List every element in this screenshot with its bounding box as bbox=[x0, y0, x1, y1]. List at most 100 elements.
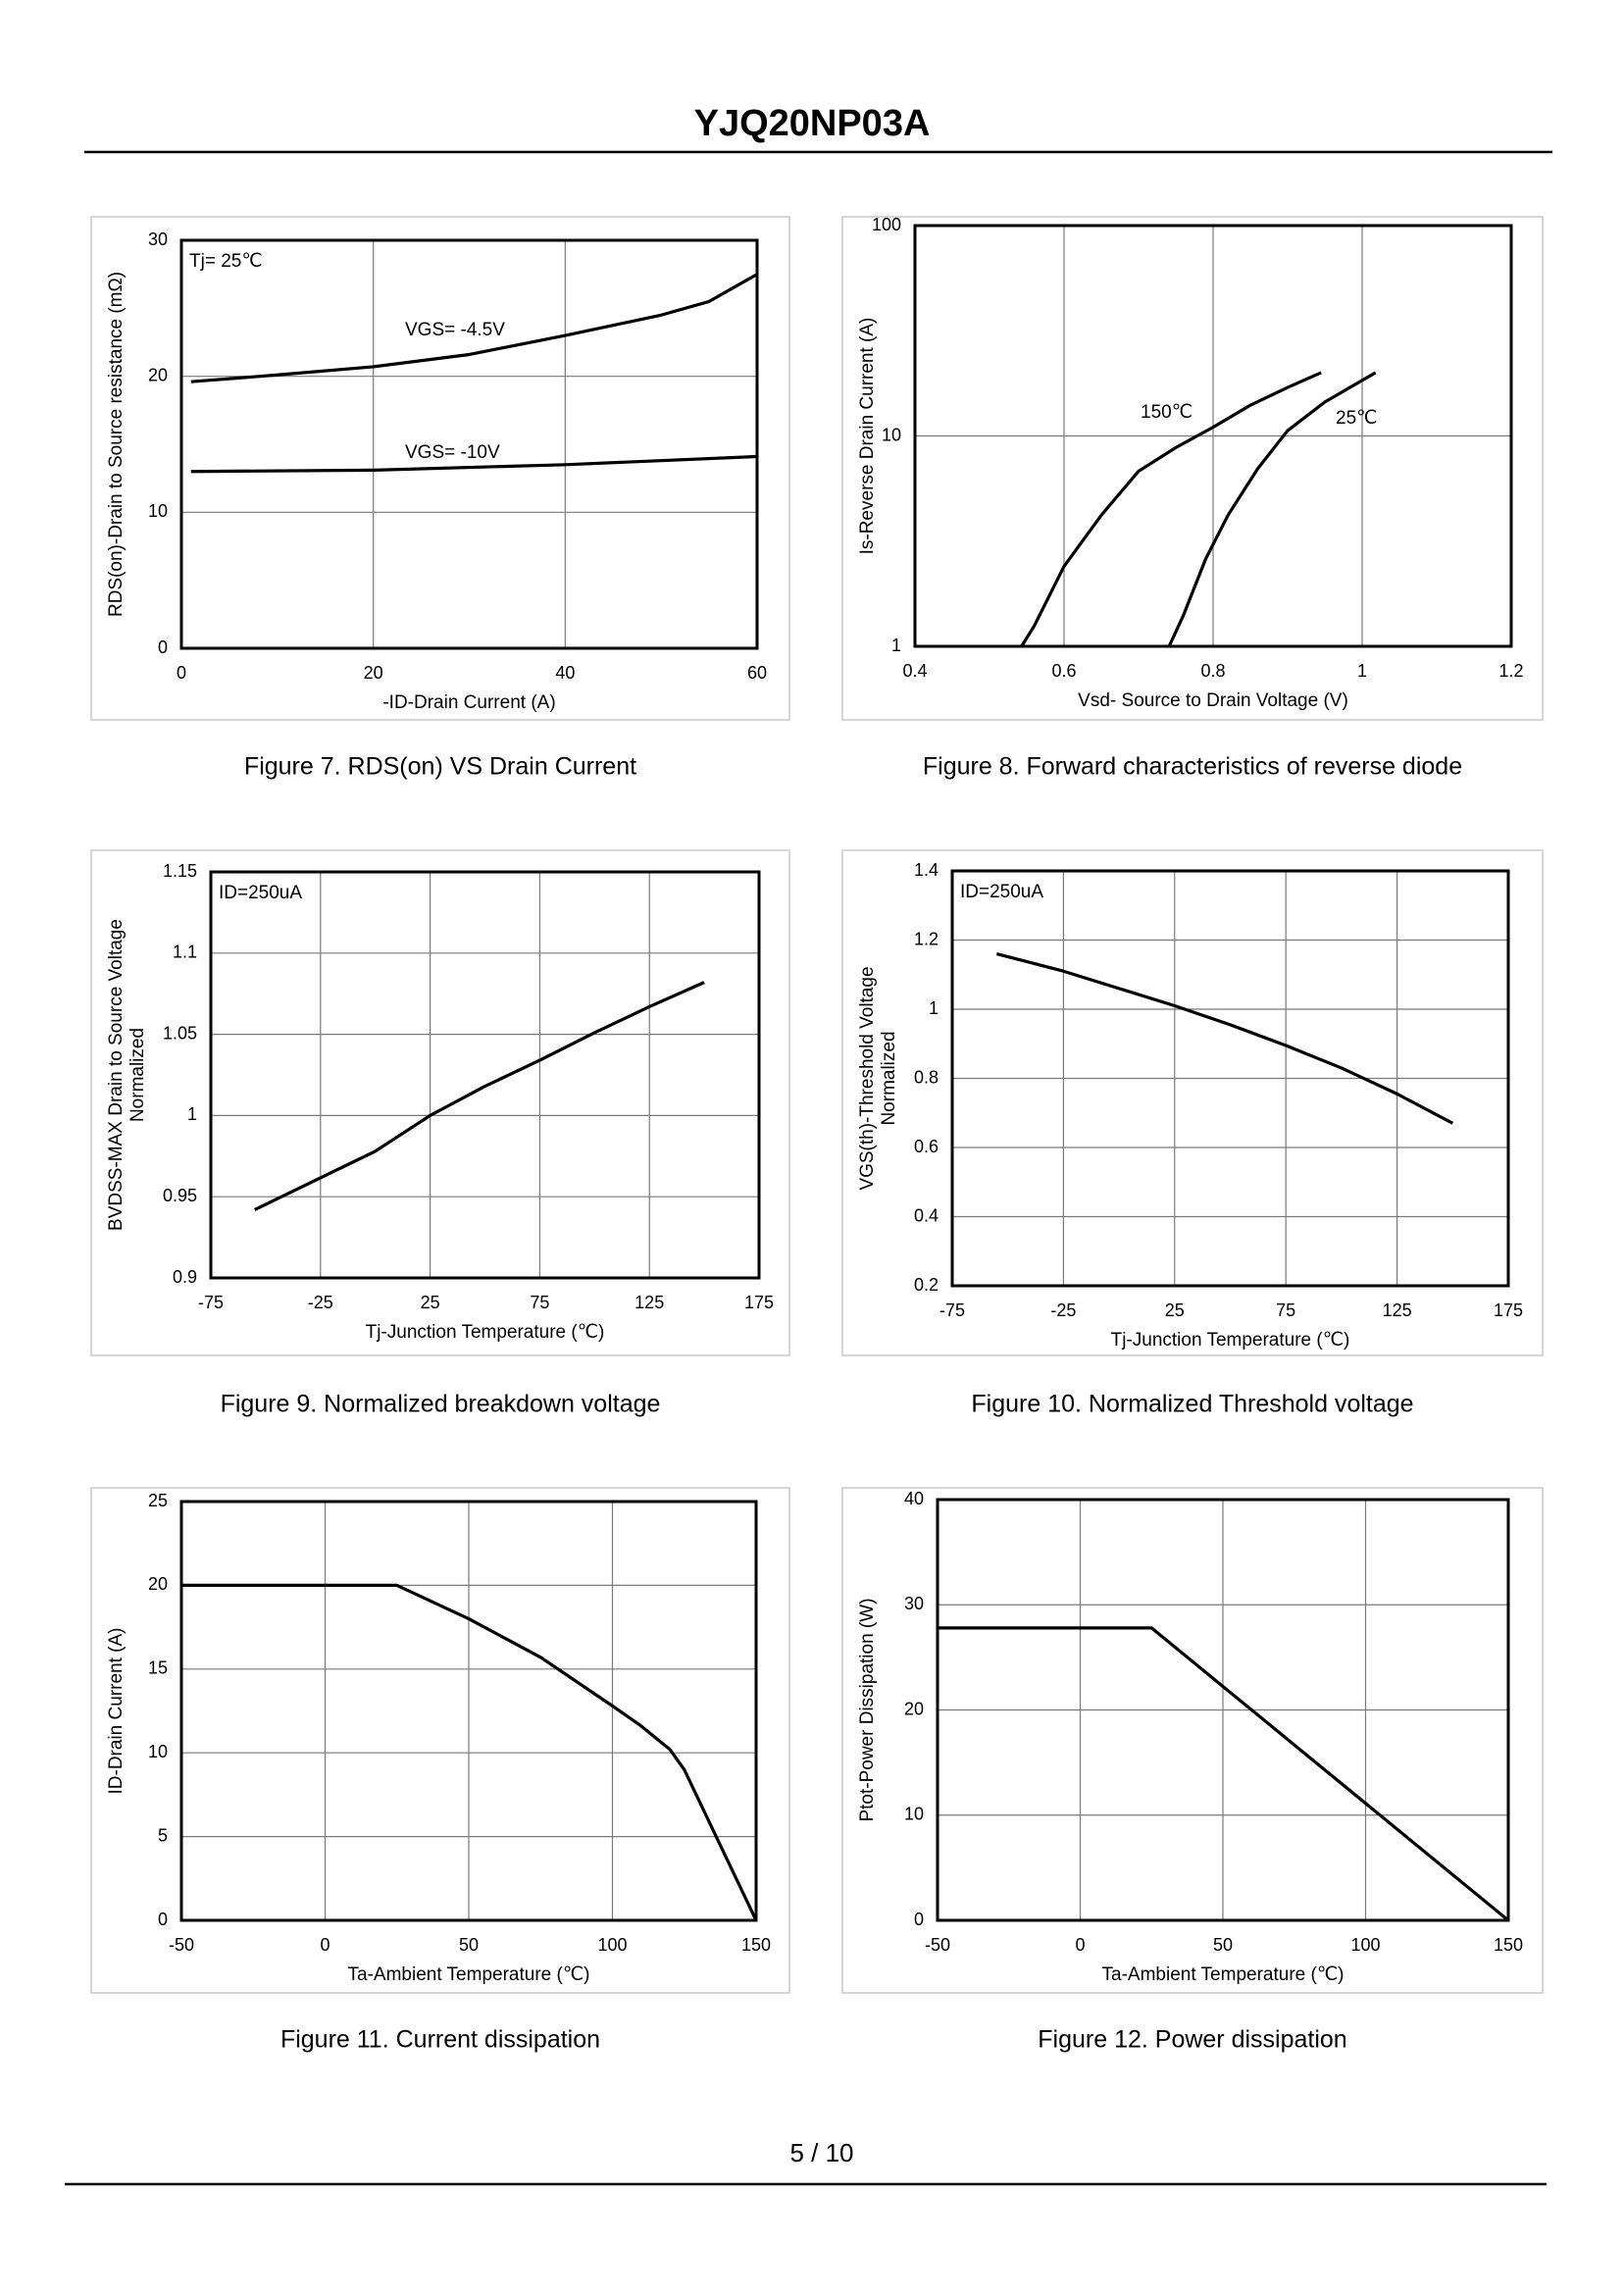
plot-frame bbox=[179, 238, 759, 650]
y-tick-label: 20 bbox=[148, 365, 168, 384]
y-axis-label: Normalized bbox=[127, 1028, 148, 1122]
y-tick-label: 30 bbox=[148, 229, 168, 249]
x-tick-label: 125 bbox=[1383, 1300, 1412, 1320]
y-tick-label: 0.8 bbox=[914, 1067, 939, 1087]
x-tick-label: 60 bbox=[747, 663, 767, 683]
x-tick-label: -50 bbox=[925, 1935, 950, 1955]
x-tick-label: 150 bbox=[741, 1935, 771, 1955]
panel-border bbox=[90, 216, 790, 721]
x-tick-label: 0.6 bbox=[1051, 661, 1076, 681]
figure-caption: Figure 8. Forward characteristics of rev… bbox=[923, 753, 1462, 781]
y-tick-label: 0.4 bbox=[914, 1205, 939, 1225]
figure-caption: Figure 12. Power dissipation bbox=[1038, 2026, 1346, 2054]
x-tick-label: 0 bbox=[1075, 1935, 1085, 1955]
y-axis-label: ID-Drain Current (A) bbox=[106, 1628, 127, 1795]
series-line bbox=[190, 454, 758, 474]
header-title: YJQ20NP03A bbox=[694, 103, 931, 144]
x-tick-label: 75 bbox=[1276, 1300, 1295, 1320]
x-tick-label: 150 bbox=[1494, 1935, 1523, 1955]
y-tick-label: 1.15 bbox=[163, 861, 197, 881]
y-tick-label: 10 bbox=[904, 1805, 924, 1824]
y-tick-label: 1 bbox=[929, 998, 939, 1018]
y-tick-label: 1 bbox=[187, 1104, 197, 1124]
x-axis-label: Tj-Junction Temperature (℃) bbox=[1111, 1330, 1350, 1351]
y-axis-label: Is-Reverse Drain Current (A) bbox=[857, 318, 878, 555]
plot-frame bbox=[209, 870, 761, 1280]
x-axis-label: Ta-Ambient Temperature (℃) bbox=[348, 1964, 590, 1985]
y-tick-label: 10 bbox=[148, 1742, 168, 1761]
x-axis-label: Tj-Junction Temperature (℃) bbox=[366, 1322, 605, 1343]
panel-border bbox=[841, 849, 1544, 1356]
x-tick-label: -75 bbox=[198, 1293, 224, 1312]
panel-border bbox=[841, 1487, 1544, 1994]
x-tick-label: 0.8 bbox=[1200, 661, 1225, 681]
series-line bbox=[995, 952, 1454, 1125]
y-tick-label: 1.05 bbox=[163, 1023, 197, 1043]
x-tick-label: 50 bbox=[459, 1935, 479, 1955]
x-tick-label: 40 bbox=[555, 663, 575, 683]
y-tick-label: 15 bbox=[148, 1658, 168, 1678]
y-tick-label: 0 bbox=[158, 637, 168, 657]
series-line bbox=[1020, 371, 1322, 647]
y-axis-label: Normalized bbox=[879, 1031, 899, 1125]
y-tick-label: 5 bbox=[158, 1825, 168, 1845]
x-tick-label: 125 bbox=[634, 1293, 664, 1312]
plot-frame bbox=[950, 869, 1510, 1288]
y-tick-label: 25 bbox=[148, 1491, 168, 1510]
x-tick-label: 0 bbox=[177, 663, 186, 683]
y-tick-label: 100 bbox=[872, 215, 901, 234]
series-label: VGS= -4.5V bbox=[405, 320, 505, 340]
annotation: Tj= 25℃ bbox=[189, 251, 263, 272]
x-axis-label: -ID-Drain Current (A) bbox=[382, 692, 555, 713]
x-tick-label: -50 bbox=[169, 1935, 194, 1955]
y-tick-label: 1.4 bbox=[914, 860, 939, 880]
series-label: VGS= -10V bbox=[405, 442, 500, 463]
annotation: ID=250uA bbox=[219, 883, 302, 903]
y-tick-label: 0 bbox=[914, 1910, 924, 1929]
y-tick-label: 10 bbox=[882, 425, 901, 444]
x-tick-label: 50 bbox=[1213, 1935, 1233, 1955]
panel-border bbox=[841, 216, 1544, 721]
y-axis-label: VGS(th)-Threshold Voltage bbox=[857, 966, 878, 1190]
page-number: 5 / 10 bbox=[789, 2138, 853, 2167]
x-tick-label: -25 bbox=[308, 1293, 333, 1312]
y-tick-label: 20 bbox=[148, 1574, 168, 1594]
y-tick-label: 1.1 bbox=[173, 943, 197, 962]
x-axis-label: Vsd- Source to Drain Voltage (V) bbox=[1078, 690, 1348, 711]
y-tick-label: 0.6 bbox=[914, 1137, 939, 1156]
figure-caption: Figure 7. RDS(on) VS Drain Current bbox=[244, 753, 636, 781]
x-tick-label: 20 bbox=[364, 663, 383, 683]
x-tick-label: 75 bbox=[530, 1293, 549, 1312]
figure-caption: Figure 11. Current dissipation bbox=[280, 2026, 600, 2054]
series-line bbox=[1167, 371, 1377, 647]
y-axis-label: Ptot-Power Dissipation (W) bbox=[857, 1598, 878, 1821]
y-tick-label: 30 bbox=[904, 1594, 924, 1613]
x-tick-label: 1 bbox=[1357, 661, 1367, 681]
y-tick-label: 0.95 bbox=[163, 1186, 197, 1205]
plot-frame bbox=[913, 224, 1513, 648]
x-axis-label: Ta-Ambient Temperature (℃) bbox=[1102, 1964, 1345, 1985]
x-tick-label: 100 bbox=[1350, 1935, 1380, 1955]
annotation: ID=250uA bbox=[960, 882, 1043, 902]
x-tick-label: 25 bbox=[421, 1293, 440, 1312]
series-line bbox=[254, 981, 705, 1211]
figure-caption: Figure 9. Normalized breakdown voltage bbox=[221, 1391, 661, 1418]
series-label: 25℃ bbox=[1336, 408, 1377, 429]
y-tick-label: 10 bbox=[148, 501, 168, 521]
x-tick-label: 1.2 bbox=[1498, 661, 1523, 681]
plot-frame bbox=[179, 1500, 758, 1922]
y-tick-label: 0 bbox=[158, 1910, 168, 1929]
series-line bbox=[190, 273, 758, 383]
panel-border bbox=[90, 849, 790, 1356]
series-line bbox=[938, 1626, 1510, 1922]
x-tick-label: -25 bbox=[1050, 1300, 1076, 1320]
x-tick-label: -75 bbox=[939, 1300, 965, 1320]
figure-caption: Figure 10. Normalized Threshold voltage bbox=[971, 1391, 1413, 1418]
series-line bbox=[181, 1583, 758, 1921]
x-tick-label: 100 bbox=[597, 1935, 627, 1955]
y-axis-label: BVDSS-MAX Drain to Source Voltage bbox=[106, 919, 127, 1231]
x-tick-label: 175 bbox=[744, 1293, 774, 1312]
y-tick-label: 1.2 bbox=[914, 929, 939, 948]
